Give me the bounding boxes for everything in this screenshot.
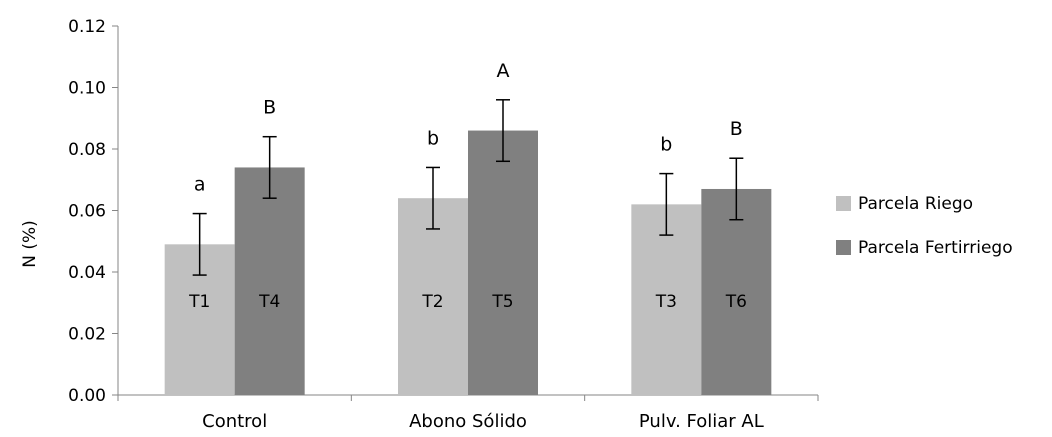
bar xyxy=(631,204,702,395)
y-tick-label: 0.10 xyxy=(68,79,106,99)
treatment-label: T2 xyxy=(421,292,443,312)
significance-label: A xyxy=(497,60,510,82)
treatment-label: T1 xyxy=(188,292,210,312)
treatment-label: T6 xyxy=(725,292,747,312)
x-category-label: Abono Sólido xyxy=(409,411,527,432)
significance-label: B xyxy=(730,118,743,140)
bars: a T1 b T2 b T3 B T4 A T5 B T6 xyxy=(164,60,772,396)
significance-label: B xyxy=(263,97,276,119)
y-tick-label: 0.06 xyxy=(68,202,106,222)
legend: Parcela Riego Parcela Fertirriego xyxy=(836,194,1013,258)
legend-label: Parcela Riego xyxy=(858,194,973,214)
bar xyxy=(468,130,538,396)
significance-label: b xyxy=(427,127,439,149)
y-tick-label: 0.08 xyxy=(68,140,106,160)
legend-label: Parcela Fertirriego xyxy=(858,238,1013,258)
treatment-label: T3 xyxy=(655,292,677,312)
y-tick-label: 0.00 xyxy=(68,386,106,406)
bar xyxy=(701,188,772,395)
significance-label: b xyxy=(660,134,672,156)
treatment-label: T4 xyxy=(258,292,280,312)
x-category-label: Pulv. Foliar AL xyxy=(639,411,764,432)
y-tick-label: 0.02 xyxy=(68,325,106,345)
bar xyxy=(234,167,305,395)
y-axis-label: N (%) xyxy=(20,220,40,268)
y-tick-label: 0.12 xyxy=(68,17,106,37)
significance-label: a xyxy=(194,174,206,196)
y-tick-label: 0.04 xyxy=(68,263,106,283)
legend-swatch xyxy=(836,240,851,255)
x-axis: Control Abono Sólido Pulv. Foliar AL xyxy=(117,394,819,432)
treatment-label: T5 xyxy=(491,292,513,312)
bar xyxy=(398,198,468,395)
legend-swatch xyxy=(836,196,851,211)
y-axis: 0.00 0.02 0.04 0.06 0.08 0.10 0.12 xyxy=(68,17,119,406)
x-category-label: Control xyxy=(202,411,267,432)
